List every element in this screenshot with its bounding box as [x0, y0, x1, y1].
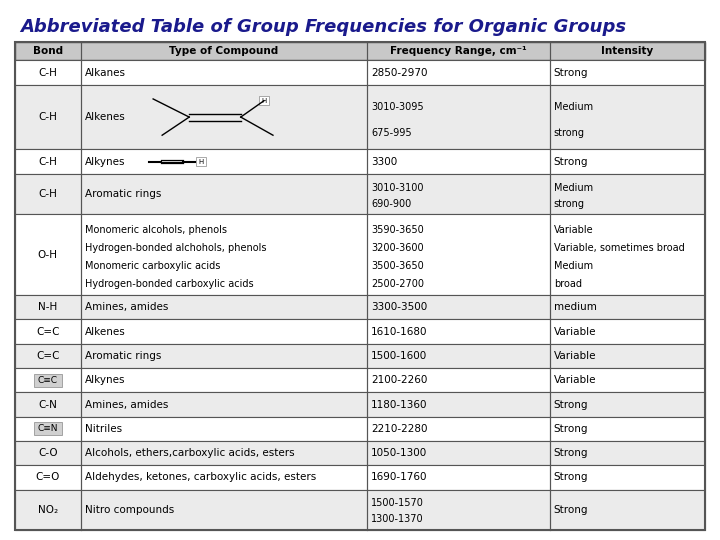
Text: C-O: C-O	[38, 448, 58, 458]
Text: Amines, amides: Amines, amides	[84, 400, 168, 409]
Text: Nitro compounds: Nitro compounds	[84, 505, 174, 515]
Text: 1500-1600: 1500-1600	[371, 351, 427, 361]
Bar	[259, 96, 269, 105]
Text: Aromatic rings: Aromatic rings	[84, 351, 161, 361]
Bar	[15, 441, 705, 465]
Text: Variable: Variable	[554, 225, 593, 234]
Bar	[196, 157, 205, 166]
Text: 1050-1300: 1050-1300	[371, 448, 427, 458]
Bar	[15, 465, 705, 490]
Text: strong: strong	[554, 127, 585, 138]
Text: Alkenes: Alkenes	[84, 327, 125, 336]
Text: Hydrogen-bonded alchohols, phenols: Hydrogen-bonded alchohols, phenols	[84, 242, 266, 253]
Text: 1300-1370: 1300-1370	[371, 515, 423, 524]
Text: Nitriles: Nitriles	[84, 424, 122, 434]
Text: Medium: Medium	[554, 183, 593, 193]
Bar	[15, 214, 705, 295]
Text: 3200-3600: 3200-3600	[371, 242, 423, 253]
Text: C-H: C-H	[38, 112, 57, 122]
Bar	[15, 417, 705, 441]
Text: Strong: Strong	[554, 400, 588, 409]
Text: 2210-2280: 2210-2280	[371, 424, 428, 434]
Text: Strong: Strong	[554, 157, 588, 167]
Text: Type of Compound: Type of Compound	[169, 46, 279, 56]
Text: Intensity: Intensity	[601, 46, 654, 56]
Text: Strong: Strong	[554, 448, 588, 458]
Bar	[15, 344, 705, 368]
Text: Strong: Strong	[554, 505, 588, 515]
Text: C-H: C-H	[38, 68, 57, 78]
Bar	[15, 368, 705, 393]
Text: C=C: C=C	[36, 351, 60, 361]
Text: Monomeric carboxylic acids: Monomeric carboxylic acids	[84, 260, 220, 271]
Text: Aldehydes, ketones, carboxylic acids, esters: Aldehydes, ketones, carboxylic acids, es…	[84, 472, 316, 482]
Text: 3300: 3300	[371, 157, 397, 167]
Bar	[34, 374, 62, 387]
Text: Variable: Variable	[554, 375, 596, 385]
Text: Strong: Strong	[554, 424, 588, 434]
Text: 3010-3095: 3010-3095	[371, 102, 423, 112]
Text: Variable, sometimes broad: Variable, sometimes broad	[554, 242, 685, 253]
Text: 1690-1760: 1690-1760	[371, 472, 428, 482]
Text: 3300-3500: 3300-3500	[371, 302, 427, 312]
Text: 1500-1570: 1500-1570	[371, 498, 424, 508]
Text: medium: medium	[554, 302, 597, 312]
Text: Alkynes: Alkynes	[84, 375, 125, 385]
Text: 3010-3100: 3010-3100	[371, 183, 423, 193]
Text: C-H: C-H	[38, 189, 57, 199]
Text: C-N: C-N	[38, 400, 57, 409]
Text: 690-900: 690-900	[371, 199, 411, 208]
Bar	[15, 85, 705, 150]
Bar	[34, 422, 62, 435]
Bar	[15, 174, 705, 214]
Text: H: H	[261, 98, 266, 104]
Text: O-H: O-H	[37, 249, 58, 260]
Text: Alkanes: Alkanes	[84, 68, 125, 78]
Text: Medium: Medium	[554, 260, 593, 271]
Text: H: H	[198, 159, 203, 165]
Text: Bond: Bond	[32, 46, 63, 56]
Text: Monomeric alcohols, phenols: Monomeric alcohols, phenols	[84, 225, 227, 234]
Text: Frequency Range, cm⁻¹: Frequency Range, cm⁻¹	[390, 46, 526, 56]
Text: Variable: Variable	[554, 327, 596, 336]
Bar	[15, 150, 705, 174]
Bar	[15, 320, 705, 344]
Text: 2100-2260: 2100-2260	[371, 375, 427, 385]
Text: Strong: Strong	[554, 68, 588, 78]
Text: strong: strong	[554, 199, 585, 208]
Text: 2850-2970: 2850-2970	[371, 68, 428, 78]
Text: C-H: C-H	[38, 157, 57, 167]
Text: Variable: Variable	[554, 351, 596, 361]
Text: Strong: Strong	[554, 472, 588, 482]
Text: Hydrogen-bonded carboxylic acids: Hydrogen-bonded carboxylic acids	[84, 279, 253, 288]
Text: C=C: C=C	[36, 327, 60, 336]
Text: Medium: Medium	[554, 102, 593, 112]
Bar	[15, 490, 705, 530]
Text: Alkynes: Alkynes	[84, 157, 125, 167]
Text: C≡N: C≡N	[37, 424, 58, 433]
Text: C=O: C=O	[35, 472, 60, 482]
Text: 1180-1360: 1180-1360	[371, 400, 428, 409]
Text: Amines, amides: Amines, amides	[84, 302, 168, 312]
Text: broad: broad	[554, 279, 582, 288]
Text: NO₂: NO₂	[37, 505, 58, 515]
Bar	[15, 295, 705, 320]
Text: C≡C: C≡C	[37, 376, 58, 384]
Bar	[15, 393, 705, 417]
Bar	[15, 42, 705, 60]
Bar	[15, 60, 705, 85]
Text: N-H: N-H	[38, 302, 58, 312]
Text: Aromatic rings: Aromatic rings	[84, 189, 161, 199]
Text: Alcohols, ethers,carboxylic acids, esters: Alcohols, ethers,carboxylic acids, ester…	[84, 448, 294, 458]
Text: 2500-2700: 2500-2700	[371, 279, 424, 288]
Text: 1610-1680: 1610-1680	[371, 327, 428, 336]
Text: 3590-3650: 3590-3650	[371, 225, 423, 234]
Text: 3500-3650: 3500-3650	[371, 260, 423, 271]
Text: Abbreviated Table of Group Frequencies for Organic Groups: Abbreviated Table of Group Frequencies f…	[20, 18, 626, 36]
Text: 675-995: 675-995	[371, 127, 412, 138]
Text: Alkenes: Alkenes	[84, 112, 125, 122]
